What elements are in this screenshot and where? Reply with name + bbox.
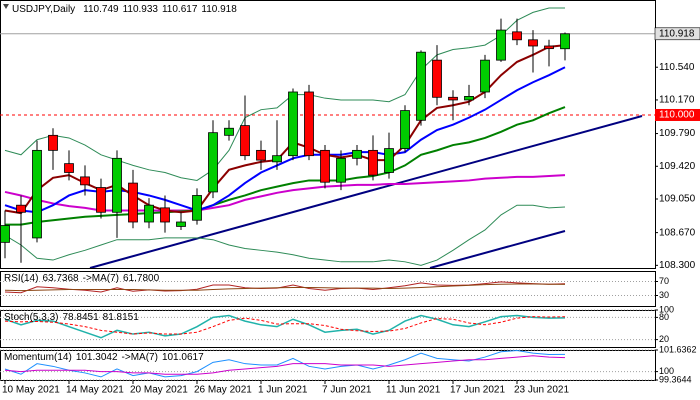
- x-tick-label: 17 Jun 2021: [450, 385, 505, 396]
- candle-body: [128, 182, 138, 223]
- y-tick-label: 108.670: [659, 227, 696, 238]
- ohlc-open: 110.749: [83, 4, 119, 15]
- y-tick-label: 100: [659, 366, 674, 376]
- y-tick-label: 99.3644: [659, 374, 692, 384]
- candle-body: [496, 29, 506, 61]
- indicator-line: [4, 349, 566, 378]
- candle-body: [64, 163, 74, 173]
- y-tick-label: 80: [659, 312, 669, 322]
- indicator-line: [4, 355, 566, 375]
- candle-body: [432, 59, 442, 98]
- indicator-readout: 63.7368: [42, 273, 79, 284]
- panel-frame: [0, 0, 656, 269]
- candle-body: [96, 187, 106, 213]
- y-tick-label: 109.790: [659, 128, 696, 139]
- candle-body: [112, 157, 122, 213]
- indicator-readout: 101.3042: [76, 352, 118, 363]
- level-label-box: [655, 108, 700, 121]
- candle-body: [256, 149, 266, 161]
- symbol: USDJPY,Daily: [12, 4, 75, 15]
- x-tick-label: 20 May 2021: [130, 385, 188, 396]
- indicator-readout: ->MA(7): [122, 352, 158, 363]
- candle-body: [208, 132, 218, 193]
- candle-body: [80, 176, 90, 186]
- y-tick-label: 108.300: [659, 260, 696, 271]
- candle-body: [0, 225, 10, 243]
- candle-body: [464, 96, 474, 101]
- candle-body: [304, 91, 314, 157]
- x-tick-label: 14 May 2021: [66, 385, 124, 396]
- ohlc-low: 110.617: [162, 4, 198, 15]
- ohlc-close: 110.918: [201, 4, 237, 15]
- y-tick-label: 109.420: [659, 161, 696, 172]
- ohlc-high: 110.933: [123, 4, 159, 15]
- indicator-line: [4, 7, 565, 181]
- y-tick-label: 20: [659, 334, 669, 344]
- candle-body: [144, 204, 154, 223]
- indicator-readout: Momentum(14): [4, 352, 72, 363]
- indicator-header: RSI(14) 63.7368 ->MA(7) 61.7800: [4, 273, 160, 284]
- candle-body: [368, 149, 378, 176]
- indicator-line: [4, 314, 566, 339]
- indicator-line: [4, 204, 566, 266]
- candle-body: [272, 155, 282, 163]
- candle-body: [32, 149, 42, 239]
- candle-body: [320, 149, 330, 183]
- candle-body: [560, 33, 570, 50]
- last-price-box: [654, 27, 700, 41]
- candle-body: [544, 45, 554, 50]
- x-tick-label: 10 May 2021: [2, 385, 60, 396]
- indicator-header: Stoch(5,3,3) 78.8451 81.8151: [4, 312, 139, 323]
- candle-body: [48, 134, 58, 151]
- x-tick-label: 23 Jun 2021: [514, 385, 569, 396]
- candle-body: [336, 157, 346, 183]
- y-tick-label: 110.540: [659, 62, 695, 73]
- indicator-readout: RSI(14): [4, 273, 38, 284]
- indicator-readout: ->MA(7): [83, 273, 119, 284]
- indicator-line: [5, 106, 566, 226]
- indicator-header: Momentum(14) 101.3042 ->MA(7) 101.0617: [4, 352, 204, 363]
- candle-body: [16, 204, 26, 213]
- chart-title: USDJPY,Daily 110.749 110.933 110.617 110.918: [12, 4, 237, 15]
- candle-body: [512, 31, 522, 41]
- candle-body: [480, 59, 490, 93]
- candle-body: [224, 127, 234, 136]
- y-tick-label: 110.170: [659, 95, 695, 106]
- candle-body: [176, 221, 186, 227]
- symbol-icon: [3, 4, 9, 9]
- candle-body: [192, 195, 202, 221]
- indicator-line: [4, 283, 566, 292]
- x-tick-label: 11 Jun 2021: [386, 385, 441, 396]
- indicator-readout: 81.8151: [103, 312, 140, 323]
- y-tick-label: 100: [659, 304, 674, 314]
- candle-body: [384, 148, 394, 173]
- candle-body: [416, 51, 426, 121]
- indicator-readout: 78.8451: [62, 312, 99, 323]
- x-tick-label: 7 Jun 2021: [322, 385, 372, 396]
- y-tick-label: 101.6362: [659, 344, 697, 354]
- x-tick-label: 1 Jun 2021: [258, 385, 308, 396]
- candle-body: [240, 125, 250, 157]
- candle-body: [400, 110, 410, 149]
- indicator-readout: Stoch(5,3,3): [4, 312, 58, 323]
- candle-body: [528, 39, 538, 47]
- indicator-readout: 61.7800: [123, 273, 160, 284]
- x-tick-label: 26 May 2021: [194, 385, 252, 396]
- level-label: 110.000: [659, 110, 695, 121]
- candle-body: [288, 91, 298, 157]
- candle-body: [160, 207, 170, 223]
- trendline: [89, 115, 643, 269]
- trendline: [429, 230, 566, 269]
- candle-body: [352, 149, 362, 159]
- candle-body: [448, 96, 458, 101]
- last-price-label: 110.918: [659, 28, 695, 39]
- y-tick-label: 70: [659, 276, 669, 286]
- indicator-readout: 101.0617: [162, 352, 204, 363]
- panel-frame: [0, 271, 656, 307]
- y-tick-label: 109.050: [659, 194, 696, 205]
- y-tick-label: 30: [659, 290, 669, 300]
